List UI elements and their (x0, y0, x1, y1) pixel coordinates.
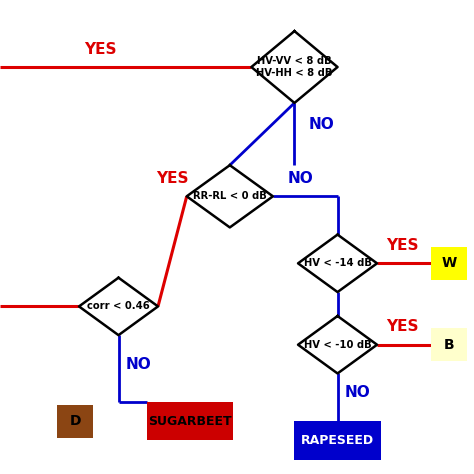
FancyBboxPatch shape (147, 402, 233, 440)
Text: RAPESEED: RAPESEED (301, 434, 374, 447)
Text: YES: YES (84, 42, 117, 56)
Text: NO: NO (309, 117, 335, 132)
Polygon shape (251, 31, 337, 103)
Text: W: W (441, 256, 456, 270)
Text: NO: NO (345, 385, 371, 401)
Text: corr < 0.46: corr < 0.46 (87, 301, 150, 311)
Text: YES: YES (386, 238, 419, 253)
FancyBboxPatch shape (57, 405, 93, 438)
Text: HV < -14 dB: HV < -14 dB (304, 258, 372, 268)
Text: YES: YES (156, 171, 189, 186)
Text: NO: NO (287, 171, 313, 186)
Text: HV < -10 dB: HV < -10 dB (304, 340, 371, 350)
FancyBboxPatch shape (431, 328, 467, 362)
FancyBboxPatch shape (294, 421, 381, 460)
Text: YES: YES (386, 319, 419, 334)
Polygon shape (298, 316, 377, 374)
Text: B: B (444, 338, 454, 352)
Text: D: D (70, 414, 81, 428)
Polygon shape (298, 235, 377, 292)
FancyBboxPatch shape (431, 246, 467, 280)
Text: HV-VV < 8 dB
HV-HH < 8 dB: HV-VV < 8 dB HV-HH < 8 dB (256, 56, 333, 78)
Text: NO: NO (126, 356, 151, 372)
Text: SUGARBEET: SUGARBEET (148, 415, 232, 428)
Text: RR-RL < 0 dB: RR-RL < 0 dB (193, 191, 267, 201)
Polygon shape (79, 278, 158, 335)
Polygon shape (187, 165, 273, 228)
